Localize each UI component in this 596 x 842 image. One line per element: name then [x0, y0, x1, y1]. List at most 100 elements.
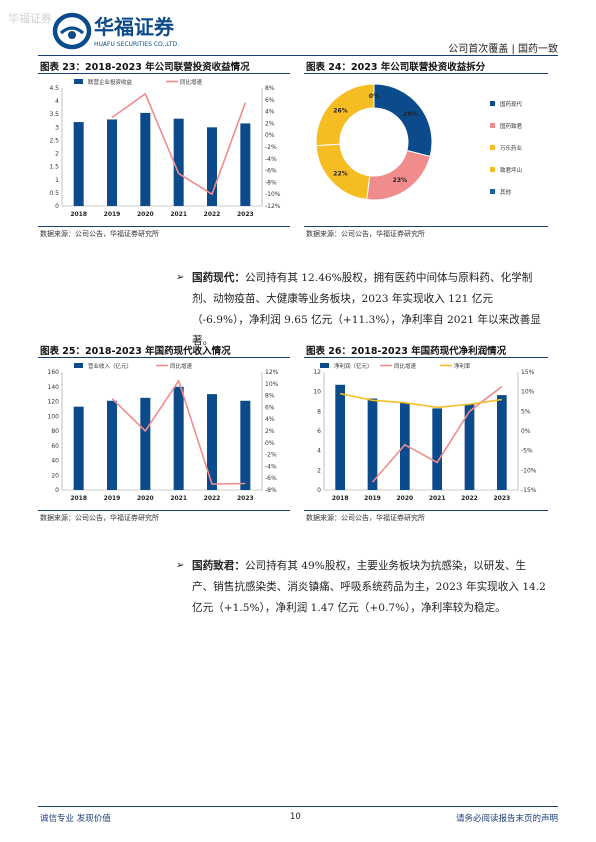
legend-label: 同比增速: [180, 78, 203, 86]
figure-26-title: 图表 26：2018-2023 年国药现代净利润情况: [306, 346, 507, 357]
x-tick-label: 2023: [493, 495, 510, 502]
y-tick-label: 8: [317, 408, 321, 415]
legend-label: 致君坪山: [500, 166, 522, 174]
bar: [107, 119, 117, 206]
bar: [140, 397, 151, 490]
y2-tick-label: 6%: [265, 404, 275, 411]
bullet-arrow-icon: ➢: [176, 560, 185, 571]
y-tick-label: 100: [48, 413, 60, 420]
figure-26-top-rule: [304, 357, 548, 358]
footer-disclaimer: 请务必阅读报告末页的声明: [455, 814, 558, 824]
y-tick-label: 140: [48, 384, 60, 391]
bar: [207, 127, 217, 206]
y2-tick-label: 8%: [265, 393, 275, 400]
x-tick-label: 2022: [461, 495, 478, 502]
y-tick-label: 1: [55, 177, 59, 184]
bar: [173, 118, 184, 206]
y-tick-label: 20: [51, 472, 59, 479]
company-logo: 华福证券 HUAFU SECURITIES CO.,LTD.: [52, 12, 179, 50]
y-tick-label: 2.5: [49, 137, 59, 144]
figure-24-bottom-rule: [304, 226, 548, 227]
y-tick-label: 0: [55, 487, 59, 494]
figure-23-bottom-rule: [38, 226, 290, 227]
paragraph-guoyao-zhijun: 国药致君：公司持有其 49%股权，主要业务板块为抗感染，以研发、生产、销售抗感染…: [192, 556, 546, 619]
figure-23-top-rule: [38, 73, 290, 74]
legend-label: 国药致君: [500, 122, 523, 130]
y2-tick-label: -6%: [265, 475, 277, 482]
figure-26-source: 数据来源：公司公告，华福证券研究所: [306, 514, 425, 522]
y2-tick-label: -2%: [265, 452, 277, 459]
y2-tick-label: -8%: [265, 487, 277, 494]
legend-label: 净利润（亿元）: [334, 362, 373, 370]
bar: [207, 394, 217, 490]
figure-23-source: 数据来源：公司公告，华福证券研究所: [40, 230, 159, 238]
figure-24-title: 图表 24：2023 年公司联营投资收益拆分: [306, 62, 486, 73]
legend-swatch: [490, 101, 495, 106]
y2-tick-label: 2%: [265, 428, 275, 435]
footer-slogan: 诚信专业 发现价值: [40, 814, 111, 824]
y2-tick-label: -5%: [521, 448, 533, 455]
x-tick-label: 2018: [70, 211, 87, 218]
legend-label: 同比增速: [170, 362, 193, 370]
y2-tick-label: 0%: [521, 428, 531, 435]
y2-tick-label: -15%: [521, 487, 537, 494]
slice-label: 23%: [393, 177, 407, 184]
x-tick-label: 2018: [332, 495, 349, 502]
paragraph-1-name: 国药现代：: [192, 272, 245, 284]
legend-label: 净利率: [454, 362, 471, 370]
figure-25-bottom-rule: [38, 510, 290, 511]
y2-tick-label: 0%: [265, 132, 275, 139]
y2-tick-label: 10%: [521, 389, 535, 396]
legend-label: 同比增速: [394, 362, 417, 370]
donut-slice: [366, 149, 431, 201]
y-tick-label: 40: [51, 458, 59, 465]
figure-25-chart: 0 20 40 60 80 100 120 140 160 -8% -6% -4% -2% 0% 2% 4% 6…: [48, 362, 279, 502]
legend-label: 其他: [500, 188, 512, 196]
x-tick-label: 2023: [237, 211, 254, 218]
slice-label: 29%: [403, 111, 417, 118]
y2-tick-label: 0%: [265, 440, 275, 447]
bar: [335, 384, 346, 490]
x-tick-label: 2021: [170, 495, 187, 502]
y2-tick-label: -8%: [265, 179, 277, 186]
page-number: 10: [290, 812, 301, 822]
bar: [464, 404, 475, 490]
x-tick-label: 2023: [237, 495, 254, 502]
header-right-text: 公司首次覆盖 | 国药一致: [448, 44, 558, 55]
legend-swatch: [320, 363, 329, 368]
y-tick-label: 160: [48, 369, 60, 376]
figure-23-title: 图表 23：2018-2023 年公司联营投资收益情况: [40, 62, 250, 73]
x-tick-label: 2021: [429, 495, 446, 502]
x-tick-label: 2020: [137, 495, 154, 502]
figure-26-chart: 0 2 4 6 8 10 12 -15% -10% -5% 0% 5% 10% 15% 2018 2019 20…: [313, 362, 537, 502]
y2-tick-label: -6%: [265, 168, 277, 175]
y2-tick-label: 8%: [265, 85, 275, 92]
y-tick-label: 4: [55, 98, 59, 105]
y2-tick-label: -12%: [265, 203, 281, 210]
y2-tick-label: 10%: [265, 381, 279, 388]
header-rule: [38, 55, 558, 56]
bar: [173, 386, 184, 490]
slice-label: 26%: [333, 108, 347, 115]
legend-label: 联营企业投资收益: [88, 78, 133, 86]
y-tick-label: 0: [55, 203, 59, 210]
legend-swatch: [490, 123, 495, 128]
slice-label: 22%: [333, 170, 347, 177]
bar: [240, 123, 251, 206]
bar: [73, 406, 84, 490]
y-tick-label: 6: [317, 428, 321, 435]
x-tick-label: 2022: [204, 211, 221, 218]
slice-label: 0%: [369, 93, 379, 100]
y-tick-label: 80: [51, 428, 59, 435]
figure-26-bottom-rule: [304, 510, 548, 511]
series-line: [111, 379, 246, 485]
figure-25-top-rule: [38, 357, 290, 358]
bar: [240, 400, 251, 490]
x-tick-label: 2021: [170, 211, 187, 218]
x-tick-label: 2020: [396, 495, 413, 502]
bar: [496, 395, 507, 490]
y-tick-label: 2: [55, 151, 59, 158]
y-tick-label: 60: [51, 443, 59, 450]
footer-rule: [38, 806, 558, 807]
